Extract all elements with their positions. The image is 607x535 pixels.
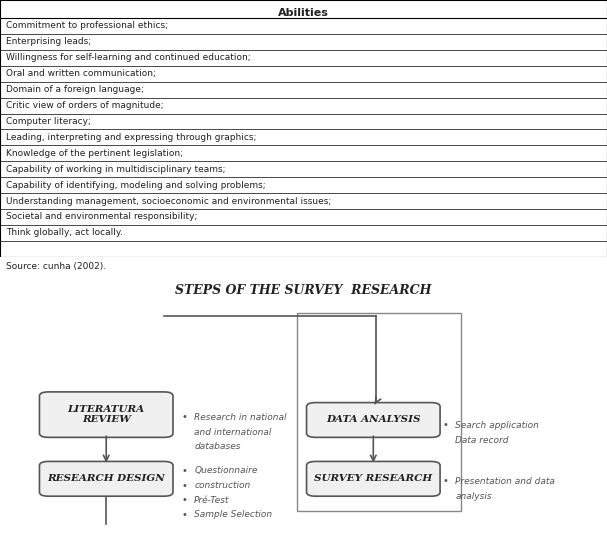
Text: and international: and international — [194, 427, 271, 437]
Text: Computer literacy;: Computer literacy; — [6, 117, 91, 126]
Text: STEPS OF THE SURVEY  RESEARCH: STEPS OF THE SURVEY RESEARCH — [175, 284, 432, 296]
Text: Understanding management, socioeconomic and environmental issues;: Understanding management, socioeconomic … — [6, 196, 331, 205]
FancyBboxPatch shape — [307, 402, 440, 438]
Text: Data record: Data record — [455, 435, 509, 445]
Text: DATA ANALYSIS: DATA ANALYSIS — [326, 416, 421, 424]
Text: Leading, interpreting and expressing through graphics;: Leading, interpreting and expressing thr… — [6, 133, 256, 142]
Text: construction: construction — [194, 481, 251, 490]
Text: Abilities: Abilities — [278, 7, 329, 18]
Text: Questionnaire: Questionnaire — [194, 467, 257, 475]
Text: Source: cunha (2002).: Source: cunha (2002). — [6, 262, 106, 271]
Text: •: • — [182, 466, 191, 476]
FancyBboxPatch shape — [39, 461, 173, 496]
Text: Capability of identifying, modeling and solving problems;: Capability of identifying, modeling and … — [6, 181, 266, 189]
Text: •: • — [182, 480, 191, 491]
Text: •: • — [182, 412, 191, 422]
Text: Sample Selection: Sample Selection — [194, 510, 273, 519]
FancyBboxPatch shape — [307, 461, 440, 496]
Text: Critic view of orders of magnitude;: Critic view of orders of magnitude; — [6, 101, 164, 110]
Text: Enterprising leads;: Enterprising leads; — [6, 37, 91, 47]
Text: LITERATURA
REVIEW: LITERATURA REVIEW — [67, 405, 145, 424]
Text: Capability of working in multidisciplinary teams;: Capability of working in multidisciplina… — [6, 165, 226, 174]
Text: •: • — [443, 421, 452, 430]
Text: databases: databases — [194, 442, 241, 451]
Text: Knowledge of the pertinent legislation;: Knowledge of the pertinent legislation; — [6, 149, 183, 158]
Text: Domain of a foreign language;: Domain of a foreign language; — [6, 85, 144, 94]
Text: Presentation and data: Presentation and data — [455, 477, 555, 486]
Text: Research in national: Research in national — [194, 413, 287, 422]
Text: •: • — [443, 477, 452, 486]
Text: Societal and environmental responsibility;: Societal and environmental responsibilit… — [6, 212, 197, 221]
Text: analysis: analysis — [455, 492, 492, 501]
Bar — [297, 313, 461, 511]
Text: Oral and written communication;: Oral and written communication; — [6, 69, 156, 78]
Text: Pré-Test: Pré-Test — [194, 496, 229, 505]
Text: •: • — [182, 495, 191, 505]
Text: Willingness for self-learning and continued education;: Willingness for self-learning and contin… — [6, 54, 251, 62]
Text: SURVEY RESEARCH: SURVEY RESEARCH — [314, 475, 432, 483]
Text: Commitment to professional ethics;: Commitment to professional ethics; — [6, 21, 168, 30]
Text: Think globally, act locally.: Think globally, act locally. — [6, 228, 123, 238]
Text: RESEARCH DESIGN: RESEARCH DESIGN — [47, 475, 165, 483]
Text: •: • — [182, 510, 191, 520]
Text: Search application: Search application — [455, 421, 539, 430]
FancyBboxPatch shape — [39, 392, 173, 438]
